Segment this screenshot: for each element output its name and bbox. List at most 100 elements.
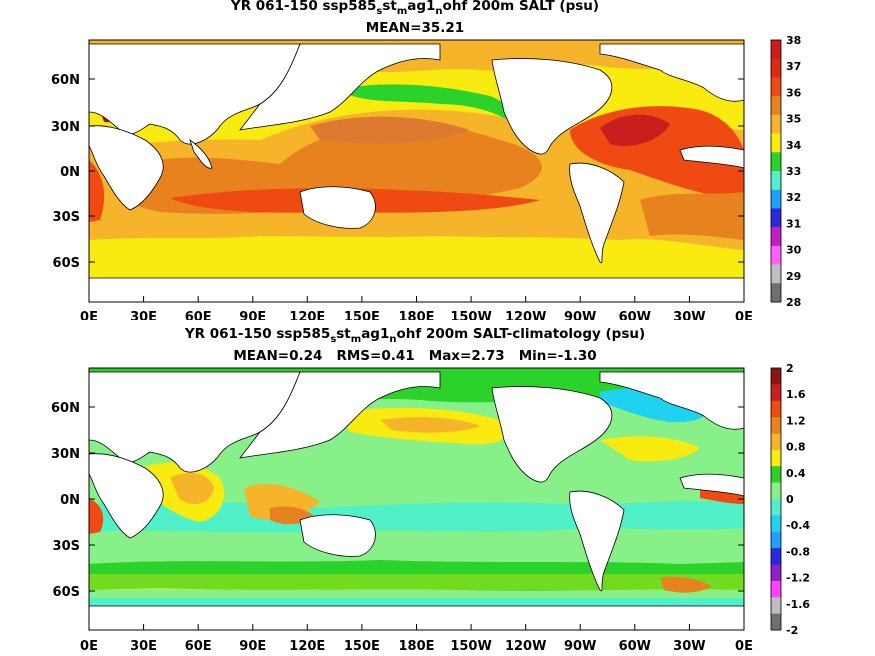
lon-label: 150E bbox=[344, 310, 380, 320]
lon-label: 120E bbox=[289, 310, 325, 320]
panel2-colorbar-swatch bbox=[771, 368, 781, 385]
lat-label: 30S bbox=[53, 539, 80, 554]
panel2-colorbar-swatch bbox=[771, 466, 781, 483]
lon-label: 0E bbox=[735, 639, 753, 654]
lon-label: 0E bbox=[80, 310, 98, 320]
lon-label: 30W bbox=[673, 310, 705, 320]
panel1-colorbar-swatch bbox=[771, 227, 781, 247]
panel2-colorbar-label: -1.6 bbox=[786, 598, 810, 611]
panel1-colorbar-swatch bbox=[771, 40, 781, 60]
panel2-colorbar-swatch bbox=[771, 548, 781, 565]
lon-label: 60E bbox=[185, 639, 212, 654]
panel2-colorbar-swatch bbox=[771, 499, 781, 516]
lon-label: 150W bbox=[450, 639, 491, 654]
panel2-colorbar-swatch bbox=[771, 384, 781, 402]
panel2-colorbar-label: 2 bbox=[786, 362, 794, 375]
lon-label: 60E bbox=[185, 310, 212, 320]
panel2-stats: MEAN=0.24 RMS=0.41 Max=2.73 Min=-1.30 bbox=[233, 348, 597, 364]
lat-label: 60S bbox=[53, 256, 80, 271]
panel1-colorbar-label: 33 bbox=[786, 165, 801, 178]
lon-label: 90E bbox=[239, 639, 266, 654]
lon-label: 30W bbox=[673, 639, 705, 654]
lon-label: 0E bbox=[735, 310, 753, 320]
panel2-colorbar-label: -0.4 bbox=[786, 519, 810, 532]
panel2-colorbar-swatch bbox=[771, 449, 781, 467]
panel2-colorbar-swatch bbox=[771, 613, 781, 631]
panel1-colorbar-swatch bbox=[771, 77, 781, 97]
lat-label: 60N bbox=[51, 73, 80, 88]
panel1-colorbar-label: 29 bbox=[786, 270, 801, 283]
lon-label: 90W bbox=[564, 639, 596, 654]
lon-label: 90E bbox=[239, 310, 266, 320]
panel1-colorbar-swatch bbox=[771, 189, 781, 209]
lon-label: 0E bbox=[80, 639, 98, 654]
panel2-colorbar-swatch bbox=[771, 482, 781, 500]
lat-label: 60S bbox=[53, 585, 80, 600]
panel2-colorbar: 2 1.6 1.2 0.8 0.4 0 -0.4 -0.8 -1.2 -1.6 -2 bbox=[770, 362, 810, 637]
panel1-colorbar-label: 37 bbox=[786, 60, 801, 73]
panel2-colorbar-swatch bbox=[771, 564, 781, 582]
panel1-colorbar-swatch bbox=[771, 171, 781, 191]
panel1-colorbar-label: 34 bbox=[786, 139, 802, 152]
panel1-colorbar-swatch bbox=[771, 114, 781, 134]
panel1-colorbar-swatch bbox=[771, 245, 781, 265]
panel1-colorbar-label: 28 bbox=[786, 296, 801, 309]
panel2-colorbar-swatch bbox=[771, 515, 781, 533]
panel1-colorbar-frame bbox=[770, 39, 782, 303]
panel2-colorbar-frame bbox=[770, 367, 782, 631]
lon-label: 30E bbox=[130, 310, 157, 320]
lon-label: 120E bbox=[289, 639, 325, 654]
panel2-colorbar-label: -1.2 bbox=[786, 572, 810, 585]
panel1-colorbar-swatch bbox=[771, 208, 781, 228]
panel2-colorbar-swatch bbox=[771, 580, 781, 598]
lon-label: 90W bbox=[564, 310, 596, 320]
lat-label: 30N bbox=[51, 120, 80, 135]
panel1-colorbar-label: 38 bbox=[786, 34, 801, 47]
panel1-colorbar-swatch bbox=[771, 283, 781, 303]
lat-label: 30N bbox=[51, 447, 80, 462]
panel2-colorbar-swatch bbox=[771, 531, 781, 549]
panel2-colorbar-label: 0.4 bbox=[786, 467, 806, 480]
panel1-colorbar: 38 37 36 35 34 33 32 31 30 29 28 bbox=[770, 34, 802, 309]
panel1-colorbar-swatch bbox=[771, 133, 781, 153]
panel1-colorbar-swatch bbox=[771, 152, 781, 172]
lon-label: 60W bbox=[619, 639, 651, 654]
panel2-colorbar-label: 1.2 bbox=[786, 414, 806, 427]
lon-label: 180E bbox=[398, 639, 434, 654]
lat-label: 30S bbox=[53, 210, 80, 225]
panel2-lon-ticks bbox=[88, 624, 745, 630]
panel1-colorbar-label: 32 bbox=[786, 191, 801, 204]
panel2-colorbar-swatch bbox=[771, 417, 781, 434]
lat-label: 0N bbox=[60, 493, 80, 508]
panel1-lat-ticks bbox=[89, 78, 744, 263]
lat-label: 60N bbox=[51, 401, 80, 416]
panel1-title: YR 061-150 ssp585sstmag1nohf 200m SALT (… bbox=[230, 0, 600, 17]
panel2-title: YR 061-150 ssp585sstmag1nohf 200m SALT-c… bbox=[184, 326, 646, 345]
panel1-colorbar-label: 36 bbox=[786, 86, 802, 99]
panel1-colorbar-label: 31 bbox=[786, 217, 801, 230]
panel1-colorbar-swatch bbox=[771, 264, 781, 284]
lon-label: 150W bbox=[450, 310, 491, 320]
lon-label: 30E bbox=[130, 639, 157, 654]
panel2-colorbar-swatch bbox=[771, 433, 781, 451]
lat-label: 0N bbox=[60, 165, 80, 180]
panel1-colorbar-swatch bbox=[771, 58, 781, 78]
lon-label: 60W bbox=[619, 310, 651, 320]
panel1-map: 60N 30N 0N 30S 60S 0E 30E 60E 90E 120E 1… bbox=[51, 34, 802, 320]
lon-label: 120W bbox=[505, 639, 546, 654]
panel2-colorbar-label: 0 bbox=[786, 493, 794, 506]
panel2-colorbar-label: -0.8 bbox=[786, 545, 810, 558]
panel2-colorbar-label: -2 bbox=[786, 624, 798, 637]
panel2-colorbar-label: 1.6 bbox=[786, 388, 806, 401]
panel1-lon-ticks bbox=[88, 296, 745, 302]
panel2-colorbar-swatch bbox=[771, 400, 781, 418]
panel2-lat-ticks bbox=[89, 406, 744, 592]
panel2-colorbar-swatch bbox=[771, 597, 781, 614]
lon-label: 120W bbox=[505, 310, 546, 320]
panel1-colorbar-swatch bbox=[771, 96, 781, 116]
lon-label: 150E bbox=[344, 639, 380, 654]
panel2-colorbar-label: 0.8 bbox=[786, 441, 806, 454]
panel2-map: 60N 30N 0N 30S 60S 0E 30E 60E 90E 120E 1… bbox=[51, 362, 810, 654]
panel1-colorbar-label: 30 bbox=[786, 244, 802, 257]
lon-label: 180E bbox=[398, 310, 434, 320]
